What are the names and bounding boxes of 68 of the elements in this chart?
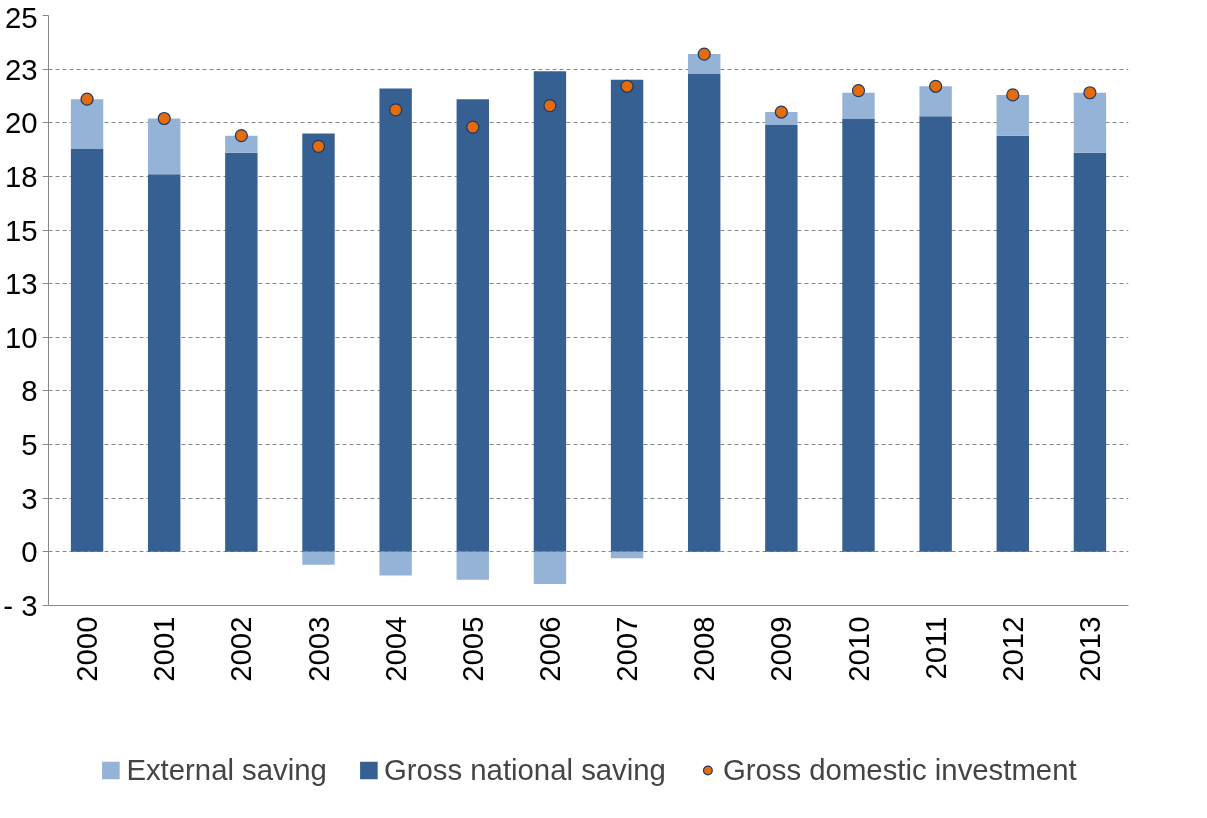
point — [1006, 88, 1020, 102]
y-tick-label: 18 — [4, 159, 38, 193]
legend-label: Gross domestic investment — [722, 753, 1077, 787]
x-tick-label: 2003 — [301, 616, 335, 682]
y-tick-label: 8 — [21, 374, 38, 408]
point — [620, 79, 634, 93]
bar — [302, 551, 335, 565]
point — [774, 105, 788, 119]
bar — [225, 152, 258, 552]
bar — [1073, 92, 1107, 153]
x-tick-label: 2009 — [764, 616, 798, 682]
bar — [996, 135, 1029, 552]
x-tick-label: 2001 — [147, 616, 181, 682]
bar — [379, 88, 412, 552]
x-tick-label: 2005 — [455, 616, 489, 682]
y-tick-label: 23 — [4, 52, 38, 86]
x-tick-label: 2007 — [610, 616, 644, 682]
point — [851, 84, 866, 98]
y-tick-label: 10 — [4, 320, 38, 354]
y-tick-label: - 3 — [3, 589, 38, 622]
bar — [1073, 152, 1107, 552]
bar — [148, 174, 181, 552]
point — [543, 99, 557, 113]
point — [929, 79, 943, 93]
legend-label: Gross national saving — [383, 753, 666, 787]
x-tick-label: 2006 — [532, 616, 566, 682]
bar — [70, 148, 104, 552]
point — [389, 103, 403, 117]
bar — [610, 79, 644, 552]
bar — [765, 124, 798, 552]
x-tick-label: 2011 — [918, 616, 952, 680]
point — [1083, 86, 1097, 100]
y-tick-label: 25 — [4, 0, 38, 34]
x-tick-label: 2012 — [995, 616, 1029, 682]
y-tick-label: 20 — [4, 106, 38, 140]
bar — [379, 551, 412, 576]
bar — [456, 99, 489, 552]
y-tick-label: 15 — [4, 213, 38, 247]
bar — [610, 551, 644, 559]
bar — [842, 92, 875, 119]
bar — [302, 133, 335, 552]
bar — [70, 99, 104, 149]
bar — [919, 86, 952, 117]
bar — [148, 118, 181, 175]
bar — [919, 116, 952, 552]
y-tick-label: 5 — [21, 428, 38, 462]
x-tick-label: 2002 — [224, 616, 258, 682]
bar — [688, 73, 721, 552]
x-tick-label: 2008 — [687, 616, 721, 682]
x-tick-label: 2004 — [378, 616, 412, 682]
point — [466, 120, 480, 134]
x-tick-label: 2010 — [841, 616, 875, 682]
x-tick-label: 2000 — [70, 616, 104, 682]
y-tick-label: 0 — [21, 535, 38, 569]
bar — [842, 118, 875, 552]
bar — [456, 551, 489, 580]
point — [311, 139, 326, 153]
point — [80, 92, 94, 106]
bar — [533, 71, 567, 552]
point — [697, 47, 711, 61]
point — [157, 111, 171, 126]
bar — [996, 94, 1029, 136]
y-tick-label: 3 — [21, 481, 38, 515]
y-tick-label: 13 — [4, 267, 38, 301]
point — [234, 129, 248, 143]
legend-label: External saving — [126, 753, 327, 787]
bar — [533, 551, 567, 585]
x-tick-label: 2013 — [1072, 616, 1106, 682]
